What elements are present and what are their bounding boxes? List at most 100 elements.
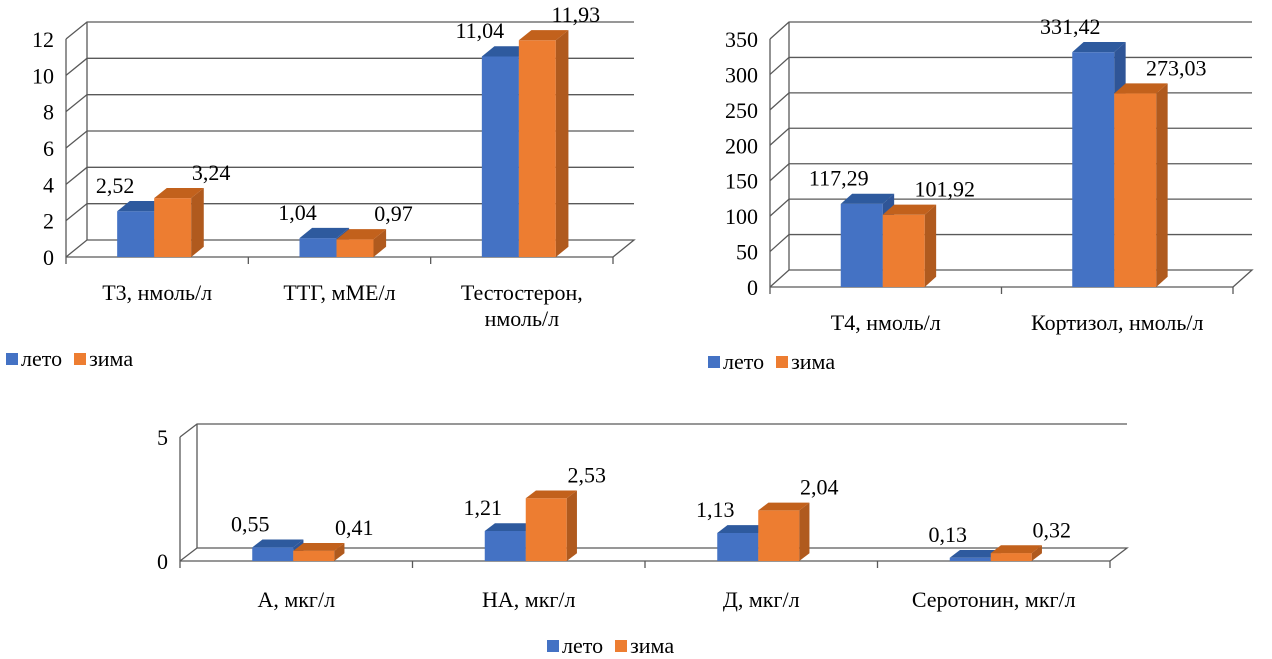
data-label: 0,13 — [929, 522, 968, 547]
y-tick-label: 0 — [747, 275, 758, 300]
gridline — [769, 127, 1252, 146]
bar-winter — [758, 510, 800, 561]
category-label: Кортизол, нмоль/л — [1031, 310, 1203, 335]
category-label: ТТГ, мМЕ/л — [283, 280, 395, 305]
bar-summer — [840, 203, 883, 287]
bar-top — [1072, 41, 1126, 53]
y-tick-label: 300 — [725, 62, 758, 87]
bar-summer — [484, 530, 526, 561]
bar-side — [191, 187, 204, 257]
data-label: 1,21 — [464, 495, 503, 520]
bar-top — [1114, 83, 1168, 94]
category-label: Тестостерон, — [461, 280, 583, 305]
bar-top — [252, 539, 304, 548]
category-label: нмоль/л — [485, 306, 560, 331]
bar-summer — [1072, 52, 1115, 288]
bar-side — [373, 229, 387, 257]
y-tick-label: 0 — [43, 245, 54, 270]
bar-winter — [1114, 93, 1157, 287]
legend-chart-3: лето зима — [547, 633, 686, 659]
bar-side — [555, 30, 569, 257]
bar-summer — [717, 532, 759, 561]
y-tick-label: 50 — [736, 240, 758, 265]
bar-side — [799, 502, 810, 561]
legend-label-winter: зима — [89, 346, 134, 371]
legend-label-winter: зима — [791, 349, 836, 374]
bar-winter — [525, 498, 567, 561]
bar-top — [154, 187, 204, 199]
bar-side — [924, 204, 937, 287]
bar-summer — [299, 238, 337, 257]
bar-top — [293, 543, 345, 551]
bar-top — [840, 193, 895, 204]
y-tick-label: 12 — [32, 27, 54, 52]
y-tick-label: 2 — [43, 209, 54, 234]
legend-swatch-summer — [547, 640, 559, 652]
bar-winter — [154, 198, 192, 257]
y-tick-label: 10 — [32, 63, 54, 88]
legend-item-winter: зима — [776, 349, 835, 375]
gridline — [769, 92, 1252, 111]
bar-winter — [336, 239, 374, 257]
data-label: 117,29 — [809, 166, 869, 191]
category-label: Т4, нмоль/л — [831, 310, 941, 335]
legend-item-winter: зима — [74, 346, 133, 372]
legend-swatch-summer — [6, 353, 18, 365]
category-label: Т3, нмоль/л — [102, 280, 212, 305]
bar-summer — [252, 547, 294, 561]
data-label: 11,04 — [455, 18, 504, 43]
data-label: 1,04 — [278, 200, 317, 225]
data-label: 101,92 — [915, 177, 976, 202]
y-tick-label: 350 — [725, 27, 758, 52]
category-label: Серотонин, мкг/л — [912, 587, 1076, 612]
y-tick-label: 0 — [157, 549, 168, 574]
legend-item-summer: лето — [6, 346, 62, 372]
bar-top — [990, 545, 1042, 554]
y-tick-label: 150 — [725, 169, 758, 194]
bar-top — [882, 204, 937, 215]
y-tick-label: 4 — [43, 172, 54, 197]
legend-chart-1: лето зима — [6, 346, 145, 372]
bar-top — [299, 227, 350, 239]
legend-swatch-winter — [74, 353, 87, 365]
bar-side — [566, 490, 577, 561]
gridline — [769, 269, 1254, 288]
legend-swatch-winter — [776, 356, 789, 368]
data-label: 0,97 — [374, 201, 413, 226]
bar-summer — [949, 557, 991, 561]
legend-label-summer: лето — [723, 349, 765, 374]
y-tick-label: 6 — [43, 136, 54, 161]
data-label: 2,53 — [568, 462, 607, 487]
legend-swatch-summer — [708, 356, 720, 368]
bar-summer — [481, 56, 519, 257]
category-label: А, мкг/л — [257, 587, 335, 612]
y-tick-label: 250 — [725, 98, 758, 123]
data-label: 11,93 — [551, 2, 600, 27]
bar-winter — [990, 553, 1032, 561]
bar-top — [949, 549, 1001, 558]
bar-top — [525, 490, 577, 499]
legend-label-summer: лето — [21, 346, 63, 371]
category-label: Д, мкг/л — [723, 587, 800, 612]
bar-winter — [293, 550, 335, 561]
bar-winter — [882, 214, 925, 287]
gridline — [179, 547, 1129, 562]
bar-top — [336, 229, 387, 240]
legend-item-summer: лето — [547, 633, 603, 659]
data-label: 0,55 — [231, 512, 270, 537]
legend-label-winter: зима — [630, 633, 675, 658]
bar-side — [1156, 83, 1168, 287]
bar-top — [518, 30, 569, 41]
bar-side — [334, 543, 345, 561]
legend-item-winter: зима — [615, 633, 674, 659]
data-label: 0,41 — [335, 515, 374, 540]
legend-item-summer: лето — [708, 349, 764, 375]
gridline — [769, 21, 1252, 40]
y-tick-label: 100 — [725, 204, 758, 229]
gridline — [179, 423, 1127, 438]
category-label: НА, мкг/л — [482, 587, 576, 612]
data-label: 1,13 — [696, 497, 735, 522]
bar-top — [717, 525, 769, 533]
y-tick-label: 5 — [157, 425, 168, 450]
